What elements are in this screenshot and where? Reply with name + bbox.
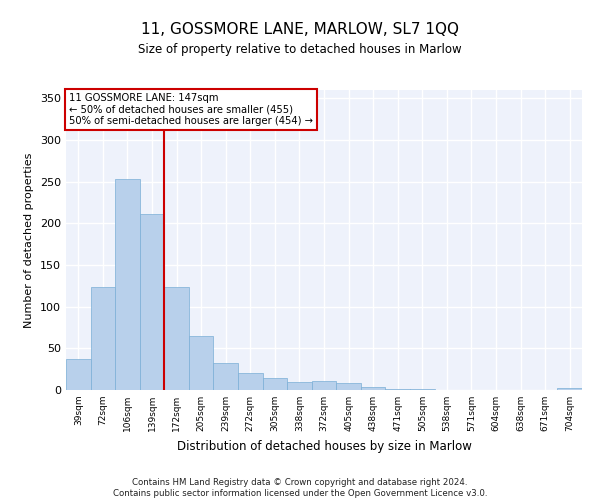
Bar (361, 386, 385, 390)
Bar (214, 362, 238, 390)
Bar (164, 286, 189, 390)
Bar (557, 388, 582, 390)
Bar (263, 378, 287, 390)
Text: 11, GOSSMORE LANE, MARLOW, SL7 1QQ: 11, GOSSMORE LANE, MARLOW, SL7 1QQ (141, 22, 459, 38)
Text: Size of property relative to detached houses in Marlow: Size of property relative to detached ho… (138, 42, 462, 56)
Bar (189, 336, 214, 390)
Text: Contains HM Land Registry data © Crown copyright and database right 2024.
Contai: Contains HM Land Registry data © Crown c… (113, 478, 487, 498)
Bar (91, 286, 115, 390)
Bar (385, 389, 410, 390)
X-axis label: Distribution of detached houses by size in Marlow: Distribution of detached houses by size … (176, 440, 472, 452)
Bar (410, 389, 434, 390)
Bar (238, 374, 263, 390)
Bar (140, 214, 164, 390)
Bar (336, 382, 361, 390)
Bar (115, 179, 140, 390)
Text: 11 GOSSMORE LANE: 147sqm
← 50% of detached houses are smaller (455)
50% of semi-: 11 GOSSMORE LANE: 147sqm ← 50% of detach… (68, 93, 313, 126)
Bar (287, 382, 312, 390)
Bar (312, 381, 336, 390)
Y-axis label: Number of detached properties: Number of detached properties (25, 152, 34, 328)
Bar (66, 359, 91, 390)
